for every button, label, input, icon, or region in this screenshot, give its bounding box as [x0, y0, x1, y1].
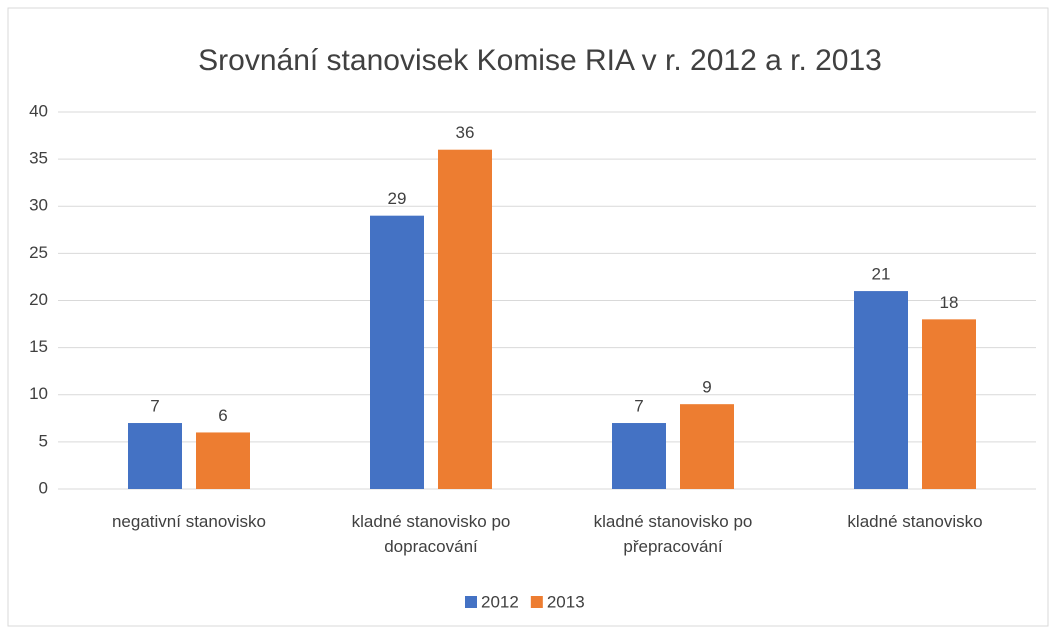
- legend-label: 2013: [547, 592, 585, 611]
- y-tick-label: 30: [29, 196, 48, 215]
- data-label: 6: [218, 406, 227, 425]
- bar: [854, 291, 908, 489]
- legend-swatch: [530, 596, 543, 608]
- bar: [680, 404, 734, 489]
- data-label: 9: [702, 378, 711, 397]
- bar: [438, 149, 492, 489]
- y-tick-label: 15: [29, 337, 48, 356]
- bar: [612, 423, 666, 489]
- bar: [922, 319, 976, 489]
- y-tick-label: 40: [29, 101, 48, 120]
- data-label: 18: [940, 293, 959, 312]
- data-label: 7: [634, 397, 643, 416]
- legend-swatch: [465, 596, 477, 608]
- bar: [370, 215, 424, 490]
- data-label: 7: [150, 397, 159, 416]
- bar: [128, 423, 182, 489]
- x-tick-label: kladné stanovisko po přepracování: [593, 512, 753, 556]
- data-label: 36: [456, 123, 475, 142]
- y-tick-label: 0: [39, 478, 48, 497]
- chart-title: Srovnání stanovisek Komise RIA v r. 2012…: [198, 44, 882, 77]
- y-tick-label: 5: [39, 431, 48, 450]
- bar: [196, 432, 250, 489]
- data-label: 21: [872, 265, 891, 284]
- x-tick-label: kladné stanovisko: [847, 512, 983, 531]
- x-tick-label: negativní stanovisko: [111, 512, 267, 531]
- y-tick-label: 35: [29, 149, 48, 168]
- x-tick-label: kladné stanovisko po dopracování: [351, 512, 511, 556]
- y-tick-label: 10: [29, 384, 48, 403]
- y-tick-label: 20: [29, 290, 48, 309]
- legend-label: 2012: [481, 592, 519, 611]
- data-label: 29: [388, 189, 407, 208]
- y-tick-label: 25: [29, 243, 48, 262]
